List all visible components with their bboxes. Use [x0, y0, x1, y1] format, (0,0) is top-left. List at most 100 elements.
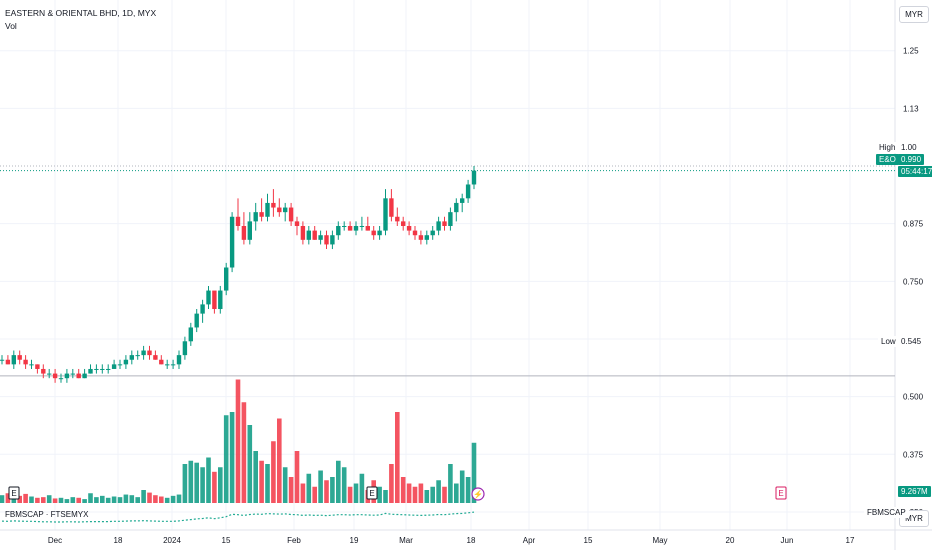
candle-body	[94, 368, 99, 370]
candle-body	[141, 350, 146, 356]
time-tick-label: 20	[726, 536, 735, 545]
candle-body	[324, 235, 329, 245]
volume-bar	[129, 495, 135, 503]
candle-body	[406, 225, 412, 231]
candle-body	[182, 341, 188, 356]
volume-bar	[454, 483, 459, 503]
dividend-icon[interactable]: ⚡	[471, 487, 485, 501]
volume-bar	[141, 490, 146, 503]
time-tick-label: 18	[114, 536, 123, 545]
candle-body	[100, 368, 105, 370]
candle-body	[123, 359, 129, 365]
volume-bar	[395, 412, 400, 503]
volume-bar	[11, 497, 17, 503]
candle-body	[200, 304, 205, 314]
candle-body	[165, 364, 170, 366]
candle-body	[436, 221, 441, 231]
candle-body	[253, 212, 258, 222]
volume-bar	[111, 496, 117, 503]
candle-body	[153, 355, 158, 360]
volume-bar	[5, 493, 11, 503]
volume-bar	[17, 495, 22, 503]
time-tick-label: 15	[222, 536, 231, 545]
volume-bar	[70, 497, 76, 503]
volume-bar	[153, 495, 158, 503]
candle-body	[247, 221, 252, 240]
earnings-icon[interactable]: E	[8, 486, 20, 500]
svg-text:E: E	[778, 489, 783, 498]
volume-bar	[271, 441, 276, 503]
candle-body	[412, 230, 418, 236]
currency-button-top[interactable]: MYR	[899, 6, 929, 23]
candle-body	[23, 359, 28, 365]
volume-bar	[442, 486, 447, 503]
price-tick-label: 1.25	[903, 47, 919, 56]
volume-bar	[412, 486, 418, 503]
candle-body	[29, 364, 34, 366]
volume-bar	[430, 486, 435, 503]
candle-body	[259, 212, 264, 217]
volume-bar	[389, 464, 394, 503]
last-price-tag: 0.990	[898, 154, 925, 165]
volume-bar	[52, 498, 58, 503]
candle-body	[395, 216, 400, 222]
candle-body	[271, 202, 276, 208]
candle-body	[188, 327, 193, 342]
volume-bar	[88, 493, 93, 503]
price-tick-label: 0.375	[903, 450, 924, 459]
candle-body	[401, 221, 406, 226]
time-tick-label: Apr	[523, 536, 536, 545]
volume-bar	[324, 480, 329, 503]
volume-bar	[223, 415, 229, 503]
candle-body	[424, 235, 429, 240]
candle-body	[47, 373, 52, 375]
candle-body	[5, 359, 11, 365]
volume-bar	[459, 470, 465, 503]
volume-bar	[294, 451, 300, 503]
earnings-icon[interactable]: E	[775, 486, 787, 500]
candle-body	[430, 230, 435, 236]
time-tick-label: Dec	[48, 536, 62, 545]
volume-bar	[300, 483, 306, 503]
volume-bar	[235, 379, 241, 503]
volume-bar	[465, 477, 471, 503]
volume-bar	[312, 486, 317, 503]
candle-body	[129, 355, 134, 360]
volume-bar	[176, 494, 182, 503]
low-value: 0.545	[898, 336, 925, 347]
compare-symbol-tag: FBMSCAP	[864, 507, 909, 518]
candle-body	[294, 221, 300, 226]
time-tick-label: 19	[350, 536, 359, 545]
symbol-title[interactable]: EASTERN & ORIENTAL BHD, 1D, MYX	[5, 8, 157, 18]
volume-bar	[400, 477, 406, 503]
volume-bar	[341, 467, 347, 503]
volume-value-tag: 9.267M	[898, 486, 931, 497]
volume-bar	[200, 467, 205, 503]
volume-bar	[82, 499, 87, 503]
earnings-icon[interactable]: E	[366, 486, 378, 500]
volume-bar	[135, 497, 140, 503]
candle-body	[383, 198, 388, 231]
candle-body	[176, 355, 182, 365]
candle-body	[353, 225, 359, 231]
volume-bar	[105, 497, 111, 503]
candle-body	[448, 212, 453, 226]
volume-bar	[147, 492, 152, 503]
volume-bar	[241, 402, 247, 503]
volume-bar	[188, 460, 194, 503]
volume-bar	[212, 471, 217, 503]
volume-bar	[229, 412, 235, 503]
candle-body	[454, 202, 459, 213]
time-tick-label: Mar	[399, 536, 413, 545]
indicator-label[interactable]: FBMSCAP · FTSEMYX	[5, 510, 89, 519]
candle-body	[35, 364, 40, 369]
candle-body	[135, 355, 140, 357]
volume-bar	[23, 493, 28, 503]
volume-label[interactable]: Vol	[5, 21, 17, 31]
candle-body	[471, 170, 477, 185]
volume-bar	[253, 451, 258, 503]
candle-body	[111, 364, 117, 369]
candle-body	[11, 355, 16, 365]
volume-bar	[64, 499, 70, 503]
